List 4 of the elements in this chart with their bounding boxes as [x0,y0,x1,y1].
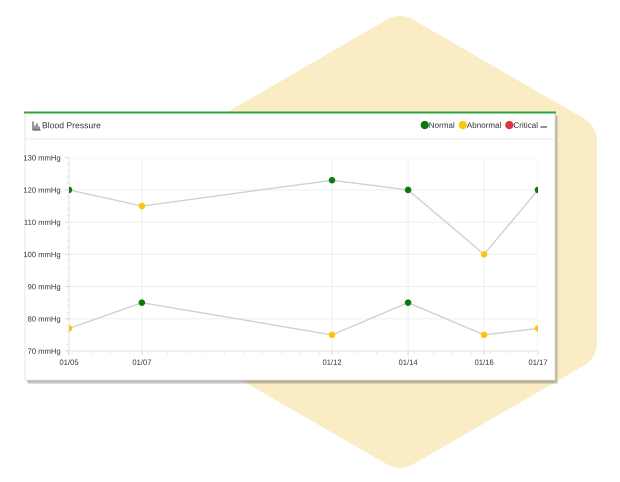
legend-label: Abnormal [466,122,501,128]
legend-label: Normal [429,122,454,128]
legend-label: Critical [514,122,538,128]
chart-title: Blood Pressure [42,122,100,128]
